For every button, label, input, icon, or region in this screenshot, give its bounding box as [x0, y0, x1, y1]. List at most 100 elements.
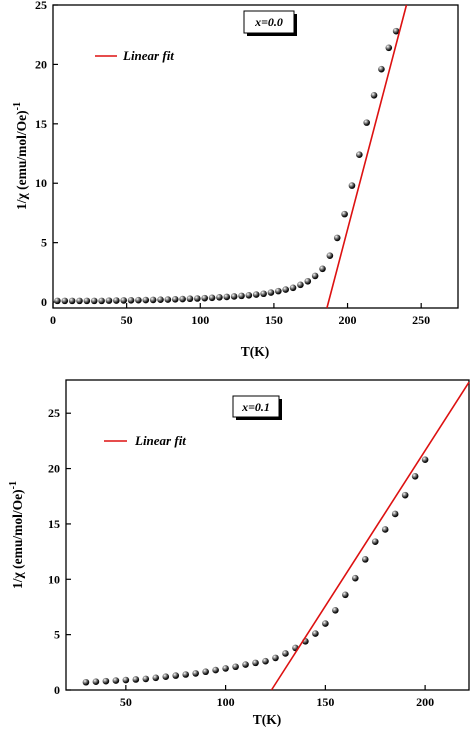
- data-point: [90, 297, 98, 305]
- data-point: [421, 456, 429, 464]
- axis-ticks: 50 100 150 200 0 5 10 15 20 25: [48, 406, 434, 709]
- data-point: [232, 663, 239, 671]
- x-tick-label: 200: [339, 313, 357, 327]
- data-point: [319, 265, 326, 273]
- sample-tag-box: [232, 395, 280, 418]
- data-point: [102, 677, 110, 685]
- plot-frame: [65, 379, 470, 691]
- data-point: [401, 491, 409, 499]
- x-tick-label: 0: [50, 313, 56, 327]
- data-point: [54, 297, 61, 305]
- x-tick-label: 250: [412, 313, 430, 327]
- sample-tag-label: x=0.1: [241, 400, 270, 414]
- data-point: [212, 666, 219, 674]
- y-tick-label: 0: [41, 295, 47, 309]
- data-point: [83, 297, 91, 305]
- chart-panel-bottom: 50 100 150 200 0 5 10 15 20 25 x=0.1 Linear fit T…: [8, 379, 470, 727]
- y-axis-title-exponent: -1: [8, 481, 19, 489]
- data-point: [68, 297, 76, 305]
- data-point: [332, 606, 339, 614]
- data-point: [371, 538, 379, 545]
- data-point: [98, 297, 105, 305]
- data-point: [289, 284, 297, 292]
- data-point: [142, 296, 150, 304]
- data-point: [182, 671, 190, 678]
- x-axis-title: T(K): [241, 344, 270, 359]
- data-point: [348, 182, 356, 189]
- chart-panel-top: 0 50 100 150 200 250 0 5 10 15 20 25 x=0.0 Linear f…: [12, 0, 459, 359]
- data-point: [157, 296, 164, 303]
- sample-tag: x=0.0: [243, 10, 297, 36]
- data-point: [132, 676, 140, 683]
- data-point: [238, 292, 245, 300]
- data-point: [378, 65, 385, 73]
- y-tick-label: 25: [48, 406, 60, 420]
- data-points: [82, 456, 429, 686]
- data-point: [356, 151, 363, 159]
- data-point: [361, 556, 369, 563]
- data-point: [341, 210, 348, 218]
- data-point: [304, 277, 312, 285]
- linear-fit-line: [326, 4, 408, 309]
- data-point: [162, 673, 170, 681]
- data-point: [76, 297, 83, 305]
- data-point: [223, 293, 231, 301]
- data-point: [282, 650, 289, 657]
- data-point: [135, 296, 142, 304]
- data-point: [208, 294, 216, 302]
- data-point: [149, 296, 157, 304]
- data-point: [411, 473, 419, 480]
- data-point: [272, 654, 279, 662]
- data-point: [152, 674, 160, 682]
- data-point: [179, 295, 186, 303]
- data-point: [122, 676, 130, 684]
- data-point: [112, 677, 120, 684]
- data-point: [252, 659, 259, 667]
- data-point: [381, 526, 389, 533]
- data-point: [363, 119, 370, 126]
- x-tick-label: 100: [191, 313, 209, 327]
- data-point: [262, 657, 269, 665]
- y-tick-label: 5: [54, 628, 60, 642]
- axis-ticks: 0 50 100 150 200 250 0 5 10 15 20 25: [35, 0, 430, 327]
- sample-tag-label: x=0.0: [254, 15, 283, 29]
- data-point: [127, 296, 135, 304]
- y-tick-label: 15: [48, 517, 60, 531]
- x-tick-label: 150: [265, 313, 283, 327]
- data-point: [282, 286, 289, 293]
- data-point: [164, 296, 172, 303]
- data-point: [385, 44, 393, 52]
- plot-frame: [52, 4, 459, 309]
- data-point: [322, 620, 329, 627]
- legend: Linear fit: [104, 433, 186, 448]
- legend-label: Linear fit: [122, 48, 174, 63]
- data-point: [82, 678, 90, 686]
- y-tick-label: 20: [48, 462, 60, 476]
- y-axis-title-main: 1/χ (emu/mol/Oe): [10, 489, 25, 589]
- data-point: [194, 295, 201, 302]
- data-point: [242, 661, 249, 668]
- data-point: [142, 675, 150, 683]
- data-point: [92, 678, 100, 685]
- data-point: [201, 294, 208, 302]
- x-tick-label: 50: [121, 313, 133, 327]
- data-point: [351, 574, 359, 582]
- y-tick-label: 20: [35, 57, 47, 71]
- data-point: [342, 591, 349, 599]
- y-axis-title: 1/χ (emu/mol/Oe)-1: [8, 481, 25, 589]
- y-axis-title-main: 1/χ (emu/mol/Oe): [14, 110, 29, 210]
- data-point: [61, 297, 69, 305]
- sample-tag-box: [243, 10, 295, 34]
- y-tick-label: 10: [35, 176, 47, 190]
- data-point: [311, 272, 319, 280]
- data-point: [260, 290, 267, 298]
- data-point: [171, 296, 179, 303]
- data-point: [275, 287, 282, 295]
- legend: Linear fit: [95, 48, 174, 63]
- data-point: [230, 293, 238, 300]
- data-point: [267, 289, 275, 296]
- x-axis-title: T(K): [253, 712, 282, 727]
- data-point: [391, 510, 399, 518]
- x-tick-label: 200: [416, 695, 434, 709]
- y-tick-label: 0: [54, 683, 60, 697]
